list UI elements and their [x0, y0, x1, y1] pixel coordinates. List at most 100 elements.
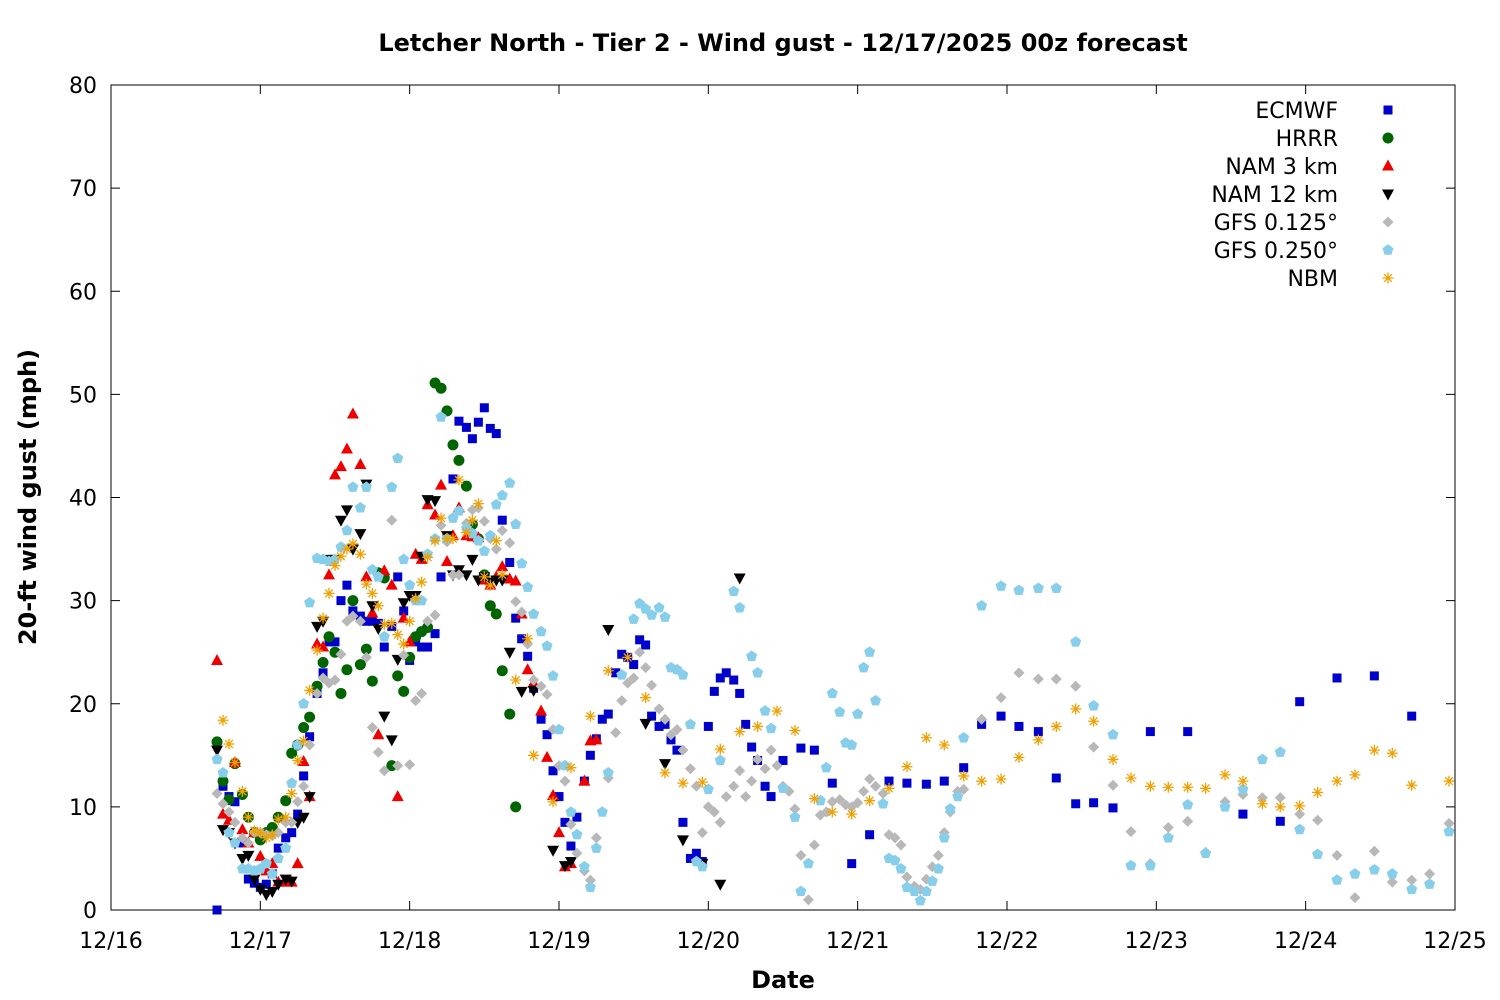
data-point	[505, 557, 515, 567]
data-point	[429, 496, 442, 508]
data-point	[242, 837, 254, 849]
data-point	[429, 535, 441, 547]
data-point	[298, 780, 310, 792]
data-point	[354, 548, 366, 560]
data-point	[341, 524, 353, 536]
data-point	[858, 785, 870, 797]
data-point	[553, 723, 565, 735]
data-point	[889, 854, 901, 866]
data-point	[1295, 697, 1305, 707]
data-point	[242, 850, 255, 862]
data-point	[752, 667, 764, 678]
data-point	[472, 535, 484, 546]
data-point	[1312, 786, 1324, 798]
data-point	[1088, 700, 1100, 711]
data-point	[714, 816, 726, 828]
x-tick-label: 12/21	[826, 929, 889, 954]
data-point	[602, 625, 615, 636]
data-point	[629, 660, 639, 670]
data-point	[584, 881, 596, 892]
data-point	[1256, 753, 1268, 765]
data-point	[273, 843, 283, 853]
data-point	[254, 884, 267, 896]
data-point	[366, 721, 378, 733]
data-point	[566, 841, 576, 851]
data-point	[272, 813, 284, 825]
data-point	[639, 718, 652, 730]
data-point	[1406, 874, 1418, 886]
data-point	[932, 849, 944, 861]
data-point	[391, 790, 404, 802]
data-point	[578, 774, 591, 786]
series-nbm	[217, 474, 1455, 844]
data-point	[422, 551, 434, 563]
data-point	[484, 579, 496, 591]
data-point	[1443, 775, 1455, 787]
data-point	[864, 773, 876, 785]
x-tick-label: 12/16	[79, 929, 142, 954]
data-point	[293, 809, 303, 819]
data-point	[254, 827, 266, 839]
data-point	[908, 885, 920, 897]
legend: ECMWF HRRR NAM 3 km NAM 12 km GFS 0.125° GFS …	[1211, 99, 1394, 292]
data-point	[611, 668, 621, 678]
data-point	[870, 694, 882, 706]
data-point	[634, 646, 646, 658]
data-point	[1032, 673, 1044, 685]
data-point	[596, 806, 608, 817]
data-point	[640, 692, 652, 704]
data-point	[385, 578, 398, 590]
data-point	[734, 602, 746, 613]
legend-label: GFS 0.250°	[1214, 239, 1338, 264]
data-point	[1349, 769, 1361, 781]
data-point	[1071, 799, 1081, 809]
data-point	[360, 481, 372, 492]
data-point	[523, 651, 533, 661]
data-point	[447, 569, 459, 581]
data-point	[914, 894, 926, 906]
data-point	[564, 857, 577, 869]
data-point	[305, 732, 315, 742]
data-point	[417, 642, 427, 652]
data-point	[422, 615, 434, 627]
data-point	[504, 537, 516, 549]
data-point	[509, 574, 522, 586]
legend-marker	[1383, 105, 1393, 115]
data-point	[335, 687, 347, 699]
data-point	[760, 781, 770, 791]
data-point	[453, 474, 465, 486]
data-point	[336, 596, 346, 606]
data-point	[1368, 744, 1380, 756]
data-point	[317, 612, 329, 624]
data-point	[503, 647, 516, 659]
data-point	[472, 498, 484, 510]
data-point	[740, 791, 752, 803]
data-point	[287, 828, 297, 838]
data-point	[461, 422, 471, 432]
data-point	[467, 434, 477, 444]
data-point	[802, 894, 814, 906]
data-point	[646, 679, 658, 691]
data-point	[236, 785, 248, 797]
data-point	[323, 631, 335, 643]
data-point	[1312, 814, 1324, 826]
data-point	[616, 695, 628, 707]
chart-title: Letcher North - Tier 2 - Wind gust - 12/…	[378, 29, 1187, 57]
data-point	[236, 853, 249, 865]
data-point	[286, 787, 298, 799]
data-point	[590, 842, 602, 853]
data-point	[435, 519, 447, 531]
data-point	[515, 686, 528, 698]
data-point	[535, 625, 547, 637]
data-point	[510, 596, 522, 608]
data-point	[889, 832, 901, 844]
data-point	[466, 514, 478, 526]
data-point	[901, 761, 913, 773]
data-point	[460, 570, 473, 582]
data-point	[548, 766, 558, 776]
data-point	[521, 663, 534, 675]
data-point	[741, 719, 751, 729]
data-point	[944, 803, 956, 814]
data-point	[1331, 849, 1343, 861]
data-point	[410, 695, 422, 707]
